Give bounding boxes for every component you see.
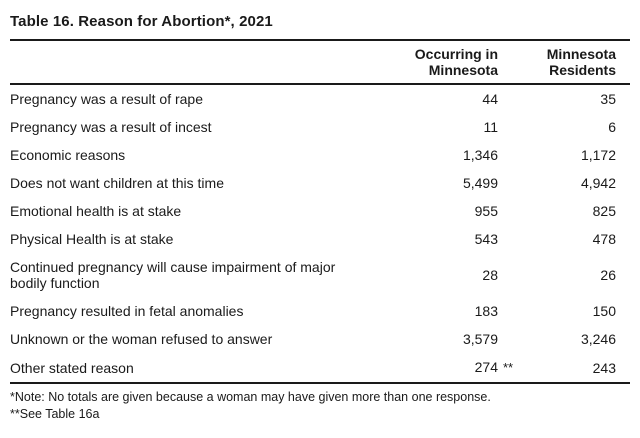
footnote-note: *Note: No totals are given because a wom… (10, 390, 491, 404)
occurring-value: 3,579 (462, 331, 498, 347)
table-row: Other stated reason 274 ** 243 (10, 353, 630, 383)
occurring-value: 1,346 (462, 147, 498, 163)
reason-cell: Unknown or the woman refused to answer (10, 331, 273, 347)
occurring-value: 955 (474, 203, 498, 219)
reason-cell: Pregnancy was a result of incest (10, 119, 212, 135)
table-row: Does not want children at this time 5,49… (10, 169, 630, 197)
occurring-cell: 3,579 (375, 325, 520, 353)
occurring-cell: 274 ** (375, 353, 520, 383)
occurring-cell: 28 (375, 253, 520, 297)
occurring-cell: 955 (375, 197, 520, 225)
col-header-line: Minnesota (546, 46, 616, 62)
table-row: Economic reasons 1,346 1,172 (10, 141, 630, 169)
residents-cell: 1,172 (580, 147, 616, 163)
occurring-cell: 11 (375, 113, 520, 141)
residents-cell: 825 (592, 203, 616, 219)
residents-cell: 3,246 (580, 331, 616, 347)
occurring-cell: 5,499 (375, 169, 520, 197)
table-row: Pregnancy was a result of incest 11 6 (10, 113, 630, 141)
residents-cell: 478 (592, 231, 616, 247)
reason-cell: Physical Health is at stake (10, 231, 174, 247)
table-row: Pregnancy resulted in fetal anomalies 18… (10, 297, 630, 325)
footnotes: *Note: No totals are given because a wom… (10, 384, 630, 423)
col-header-line: Residents (549, 62, 616, 78)
residents-cell: 35 (600, 91, 616, 107)
reason-cell: Does not want children at this time (10, 175, 224, 191)
residents-cell: 6 (608, 119, 616, 135)
occurring-cell: 44 (375, 84, 520, 113)
occurring-cell: 1,346 (375, 141, 520, 169)
residents-cell: 4,942 (580, 175, 616, 191)
table-row: Continued pregnancy will cause impairmen… (10, 253, 630, 297)
reason-cell: Other stated reason (10, 359, 134, 376)
reason-cell: Economic reasons (10, 147, 126, 163)
occurring-value: 183 (474, 303, 498, 319)
reason-cell: Continued pregnancy will cause impairmen… (10, 259, 336, 291)
col-header-line: Minnesota (428, 62, 498, 78)
occurring-cell: 543 (375, 225, 520, 253)
table-row: Emotional health is at stake 955 825 (10, 197, 630, 225)
occurring-value: 11 (483, 119, 498, 135)
occurring-cell: 183 (375, 297, 520, 325)
page-title: Table 16. Reason for Abortion*, 2021 (10, 13, 273, 30)
residents-cell: 26 (600, 267, 616, 283)
residents-cell: 243 (592, 359, 616, 376)
occurring-value: 44 (482, 91, 498, 107)
occurring-value: 274 (474, 359, 498, 375)
col-header-minnesota-residents: Minnesota Residents (520, 40, 630, 85)
table-row: Pregnancy was a result of rape 44 35 (10, 84, 630, 113)
occurring-value: 5,499 (462, 175, 498, 191)
col-header-reason (10, 40, 375, 85)
reason-cell: Pregnancy resulted in fetal anomalies (10, 303, 244, 319)
reason-cell: Pregnancy was a result of rape (10, 91, 203, 107)
occurring-value: 543 (474, 231, 498, 247)
table-row: Unknown or the woman refused to answer 3… (10, 325, 630, 353)
footnote-see-table: **See Table 16a (10, 407, 100, 421)
reason-cell: Emotional health is at stake (10, 203, 182, 219)
occurring-value: 28 (482, 267, 498, 283)
header-row: Occurring in Minnesota Minnesota Residen… (10, 40, 630, 85)
value-suffix: ** (503, 360, 514, 375)
reasons-table: Occurring in Minnesota Minnesota Residen… (10, 39, 630, 384)
col-header-occurring-in-minnesota: Occurring in Minnesota (375, 40, 520, 85)
table-row: Physical Health is at stake 543 478 (10, 225, 630, 253)
residents-cell: 150 (592, 303, 616, 319)
col-header-line: Occurring in (414, 46, 498, 62)
